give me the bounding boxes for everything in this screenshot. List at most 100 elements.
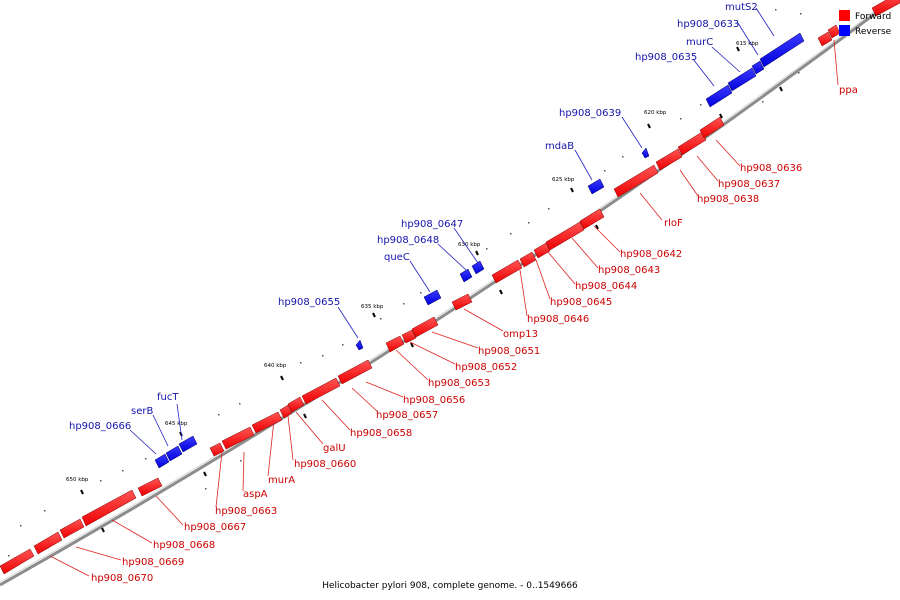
gene-label: hp908_0652	[455, 362, 517, 373]
gene-label: hp908_0660	[294, 459, 356, 470]
legend: Forward Reverse	[839, 10, 892, 37]
gene-label: hp908_0663	[215, 506, 277, 517]
forward-gene	[533, 242, 551, 259]
gene-label: hp908_0651	[478, 346, 540, 357]
gene-label: hp908_0642	[620, 249, 682, 260]
tick-label-620: 620 kbp	[644, 110, 667, 116]
forward-leaders	[49, 39, 839, 577]
reverse-gene-labels: mutS2 hp908_0633 murC hp908_0635 hp908_0…	[69, 2, 758, 432]
forward-gene	[279, 404, 293, 419]
legend-reverse-swatch	[839, 25, 850, 36]
gene-label: hp908_0643	[598, 265, 660, 276]
gene-label: murC	[686, 37, 713, 48]
forward-gene	[301, 377, 341, 405]
forward-gene	[699, 116, 725, 139]
major-ticks	[80, 46, 783, 533]
gene-label: hp908_0648	[377, 235, 439, 246]
forward-gene	[251, 411, 283, 434]
gene-label: hp908_0644	[575, 281, 637, 292]
reverse-leaders	[129, 7, 775, 455]
forward-gene	[81, 489, 137, 527]
gene-label: hp908_0636	[740, 163, 802, 174]
gene-label: hp908_0637	[718, 179, 780, 190]
forward-gene	[677, 131, 707, 156]
gene-label: hp908_0635	[635, 52, 697, 63]
tick-label-630: 630 kbp	[458, 242, 481, 248]
forward-gene	[209, 442, 225, 457]
gene-label: hp908_0656	[403, 395, 465, 406]
gene-label: hp908_0668	[153, 540, 215, 551]
gene-label: hp908_0639	[559, 108, 621, 119]
forward-gene	[337, 359, 373, 385]
reverse-gene	[459, 268, 473, 283]
forward-gene	[451, 293, 473, 311]
reverse-gene	[587, 178, 605, 195]
reverse-gene	[705, 84, 733, 108]
forward-gene	[0, 548, 35, 575]
gene-label: murA	[268, 475, 295, 486]
forward-gene	[579, 208, 605, 230]
forward-gene	[411, 316, 439, 338]
reverse-gene	[154, 453, 170, 469]
genome-backbone-highlight	[0, 0, 891, 583]
reverse-gene	[423, 289, 442, 306]
reverse-gene	[178, 435, 198, 453]
tick-label-625: 625 kbp	[552, 177, 575, 183]
forward-gene	[59, 518, 85, 539]
reverse-genes	[154, 32, 805, 469]
tick-label-635: 635 kbp	[361, 304, 384, 310]
legend-forward-swatch	[839, 10, 850, 21]
gene-label: hp908_0647	[401, 219, 463, 230]
gene-label: serB	[131, 406, 153, 417]
forward-gene	[817, 31, 833, 47]
legend-forward-label: Forward	[855, 12, 891, 22]
gene-label: mutS2	[725, 2, 758, 13]
gene-label: hp908_0633	[677, 19, 739, 30]
forward-gene	[545, 221, 585, 251]
reverse-gene	[641, 147, 650, 159]
gene-label: hp908_0658	[350, 428, 412, 439]
gene-label: ppa	[839, 85, 858, 96]
gene-label: hp908_0638	[697, 194, 759, 205]
gene-label: hp908_0653	[428, 378, 490, 389]
forward-gene	[287, 396, 305, 413]
gene-label: hp908_0670	[91, 573, 153, 584]
tick-marks	[8, 9, 802, 557]
forward-gene	[401, 329, 417, 344]
reverse-gene	[355, 339, 364, 351]
gene-label: hp908_0645	[550, 297, 612, 308]
reverse-gene	[727, 67, 757, 92]
forward-genes	[0, 0, 900, 575]
gene-label: fucT	[157, 392, 179, 403]
map-caption: Helicobacter pylori 908, complete genome…	[322, 581, 578, 591]
gene-label: rloF	[664, 218, 683, 229]
gene-label: queC	[384, 252, 410, 263]
gene-label: aspA	[243, 489, 268, 500]
forward-gene	[871, 0, 900, 17]
tick-label-645: 645 kbp	[165, 421, 188, 427]
reverse-gene	[759, 32, 805, 68]
gene-label: mdaB	[545, 141, 574, 152]
legend-reverse-label: Reverse	[855, 27, 892, 37]
gene-label: omp13	[503, 329, 538, 340]
tick-label-640: 640 kbp	[264, 363, 287, 369]
gene-label: hp908_0657	[376, 410, 438, 421]
forward-gene	[33, 531, 63, 555]
reverse-gene	[165, 445, 183, 462]
gene-label: hp908_0646	[527, 314, 589, 325]
gene-label: hp908_0655	[278, 297, 340, 308]
gene-label: hp908_0666	[69, 421, 131, 432]
forward-gene-labels: ppa hp908_0636 hp908_0637 hp908_0638 rlo…	[91, 85, 858, 584]
tick-label-650: 650 kbp	[66, 477, 89, 483]
forward-gene	[385, 335, 405, 353]
forward-gene	[221, 426, 255, 450]
tick-labels: 615 kbp 620 kbp 625 kbp 630 kbp 635 kbp …	[66, 41, 759, 483]
reverse-gene	[751, 60, 765, 75]
forward-gene	[137, 477, 163, 497]
forward-gene	[613, 164, 659, 198]
forward-gene	[655, 148, 683, 171]
gene-label: hp908_0667	[184, 522, 246, 533]
gene-label: galU	[323, 443, 346, 454]
